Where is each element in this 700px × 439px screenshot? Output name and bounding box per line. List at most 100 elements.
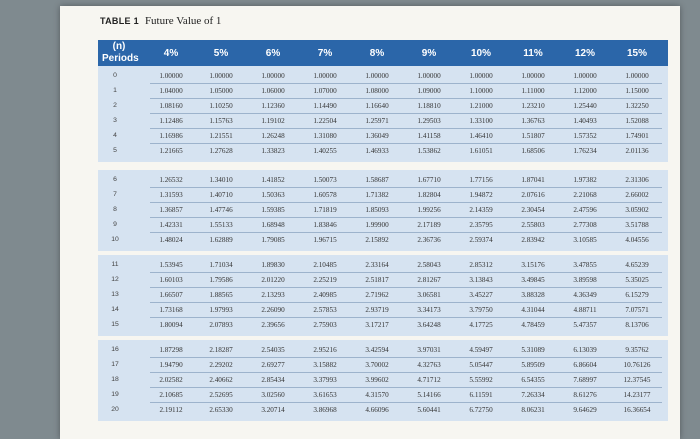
factor-cell: 1.21665 xyxy=(159,147,183,155)
row-divider xyxy=(150,357,662,358)
table-row: 0 1.00000 1.00000 1.00000 1.00000 1.00000 1.00… xyxy=(98,69,668,84)
row-divider xyxy=(150,302,662,303)
factor-cell: 4.88711 xyxy=(573,306,597,314)
factor-cell: 1.42331 xyxy=(159,221,183,229)
table-title: TABLE 1 Future Value of 1 xyxy=(100,15,221,27)
factor-cell: 1.21000 xyxy=(469,102,493,110)
factor-cell: 1.23210 xyxy=(521,102,545,110)
factor-cell: 3.05902 xyxy=(625,206,649,214)
factor-cell: 16.36654 xyxy=(623,406,651,414)
factor-cell: 1.15763 xyxy=(209,117,233,125)
factor-cell: 3.47855 xyxy=(573,261,597,269)
factor-cell: 1.79586 xyxy=(209,276,233,284)
table-row: 20 2.19112 2.65330 3.20714 3.86968 4.66096 5.6… xyxy=(98,403,668,418)
factor-cell: 1.52088 xyxy=(625,117,649,125)
factor-cell: 4.31044 xyxy=(521,306,545,314)
factor-cell: 1.06000 xyxy=(261,87,285,95)
factor-cell: 1.59385 xyxy=(261,206,285,214)
factor-cell: 3.51788 xyxy=(625,221,649,229)
factor-cell: 2.71962 xyxy=(365,291,389,299)
factor-cell: 2.66002 xyxy=(625,191,649,199)
factor-cell: 1.82804 xyxy=(417,191,441,199)
factor-cell: 3.10585 xyxy=(573,236,597,244)
factor-cell: 1.00000 xyxy=(573,72,597,80)
factor-cell: 2.39656 xyxy=(261,321,285,329)
factor-cell: 1.46410 xyxy=(469,132,493,140)
table-row: 4 1.16986 1.21551 1.26248 1.31080 1.36049 1.41… xyxy=(98,129,668,144)
factor-cell: 1.21551 xyxy=(209,132,233,140)
factor-cell: 1.10250 xyxy=(209,102,233,110)
factor-cell: 1.40493 xyxy=(573,117,597,125)
factor-cell: 1.80094 xyxy=(159,321,183,329)
factor-cell: 3.37993 xyxy=(313,376,337,384)
factor-cell: 9.64629 xyxy=(573,406,597,414)
factor-cell: 1.00000 xyxy=(521,72,545,80)
factor-cell: 1.33100 xyxy=(469,117,493,125)
factor-cell: 2.59374 xyxy=(469,236,493,244)
period-number: 15 xyxy=(111,321,119,328)
period-group: 11 1.53945 1.71034 1.89830 2.10485 2.33164 2.5… xyxy=(98,255,668,336)
factor-cell: 10.76126 xyxy=(623,361,651,369)
factor-cell: 5.05447 xyxy=(469,361,493,369)
factor-cell: 5.31089 xyxy=(521,346,545,354)
factor-cell: 1.55133 xyxy=(209,221,233,229)
factor-cell: 3.64248 xyxy=(417,321,441,329)
factor-cell: 1.60103 xyxy=(159,276,183,284)
factor-cell: 1.25440 xyxy=(573,102,597,110)
factor-cell: 2.83942 xyxy=(521,236,545,244)
period-number: 8 xyxy=(113,206,117,213)
factor-cell: 12.37545 xyxy=(623,376,651,384)
factor-cell: 3.88328 xyxy=(521,291,545,299)
row-divider xyxy=(150,217,662,218)
table-row: 11 1.53945 1.71034 1.89830 2.10485 2.33164 2.5… xyxy=(98,258,668,273)
period-number: 4 xyxy=(113,132,117,139)
factor-cell: 7.07571 xyxy=(625,306,649,314)
factor-cell: 1.50073 xyxy=(313,176,337,184)
factor-cell: 2.58043 xyxy=(417,261,441,269)
factor-cell: 2.14359 xyxy=(469,206,493,214)
factor-cell: 3.86968 xyxy=(313,406,337,414)
period-number: 0 xyxy=(113,72,117,79)
factor-cell: 1.18810 xyxy=(417,102,441,110)
factor-cell: 1.12360 xyxy=(261,102,285,110)
table-row: 12 1.60103 1.79586 2.01220 2.25219 2.51817 2.8… xyxy=(98,273,668,288)
factor-cell: 8.61276 xyxy=(573,391,597,399)
factor-cell: 1.97382 xyxy=(573,176,597,184)
factor-cell: 1.12486 xyxy=(159,117,183,125)
factor-cell: 1.04000 xyxy=(159,87,183,95)
factor-cell: 3.17217 xyxy=(365,321,389,329)
factor-cell: 1.68506 xyxy=(521,147,545,155)
factor-cell: 1.97993 xyxy=(209,306,233,314)
factor-cell: 1.51807 xyxy=(521,132,545,140)
factor-cell: 1.00000 xyxy=(159,72,183,80)
period-number: 11 xyxy=(111,261,119,268)
factor-cell: 1.79085 xyxy=(261,236,285,244)
table-row: 10 1.48024 1.62889 1.79085 1.96715 2.15892 2.3… xyxy=(98,233,668,248)
factor-cell: 3.97031 xyxy=(417,346,441,354)
factor-cell: 3.70002 xyxy=(365,361,389,369)
factor-cell: 6.86604 xyxy=(573,361,597,369)
factor-cell: 2.55803 xyxy=(521,221,545,229)
row-divider xyxy=(150,98,662,99)
factor-cell: 2.75903 xyxy=(313,321,337,329)
table-row: 9 1.42331 1.55133 1.68948 1.83846 1.99900 2.17… xyxy=(98,218,668,233)
factor-cell: 3.89598 xyxy=(573,276,597,284)
factor-cell: 2.17189 xyxy=(417,221,441,229)
row-divider xyxy=(150,128,662,129)
factor-cell: 5.35025 xyxy=(625,276,649,284)
factor-cell: 1.99256 xyxy=(417,206,441,214)
factor-cell: 2.36736 xyxy=(417,236,441,244)
row-divider xyxy=(150,202,662,203)
factor-cell: 6.13039 xyxy=(573,346,597,354)
table-caption: Future Value of 1 xyxy=(144,15,222,27)
factor-cell: 1.00000 xyxy=(209,72,233,80)
factor-cell: 2.33164 xyxy=(365,261,389,269)
factor-cell: 2.21068 xyxy=(573,191,597,199)
factor-cell: 3.42594 xyxy=(365,346,389,354)
factor-cell: 1.96715 xyxy=(313,236,337,244)
factor-cell: 14.23177 xyxy=(623,391,651,399)
factor-cell: 1.83846 xyxy=(313,221,337,229)
period-number: 2 xyxy=(113,102,117,109)
rate-header: 8% xyxy=(369,48,385,59)
row-divider xyxy=(150,143,662,144)
